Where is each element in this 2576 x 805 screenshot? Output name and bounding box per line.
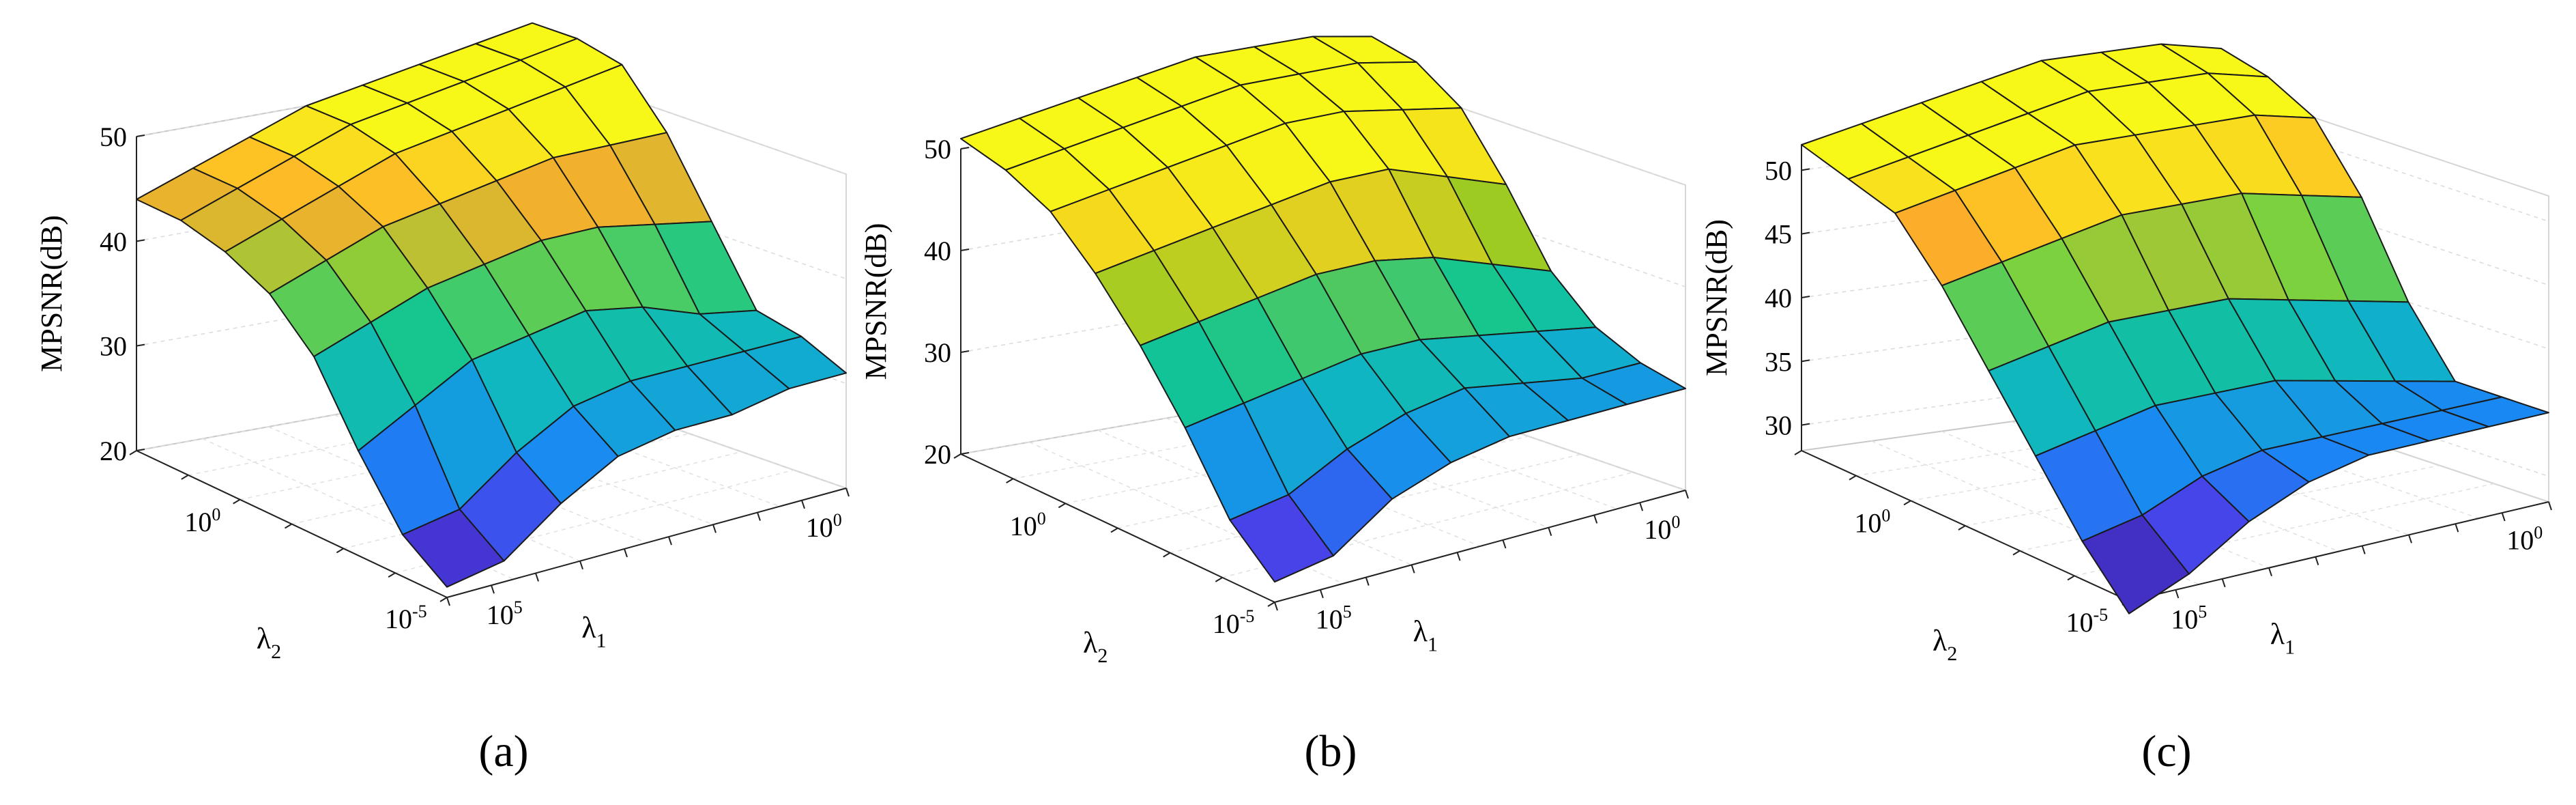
lambda1-tick-label: 105 [1316, 602, 1352, 634]
surface-patch [2081, 514, 2190, 615]
lambda1-axis: 105 100 λ1 [2128, 501, 2552, 659]
z-tick-label: 50 [100, 122, 127, 152]
z-tick-label: 30 [1765, 410, 1792, 441]
surface [1801, 43, 2549, 615]
surface-patch [1229, 494, 1334, 583]
lambda2-axis-title: λ2 [1933, 624, 1957, 665]
z-tick-label: 40 [100, 226, 127, 257]
lambda1-axis: 105 100 λ1 [446, 488, 850, 652]
z-tick-label: 20 [924, 439, 951, 470]
surface-panel-a: 20 30 40 50 MPSNR(dB) 100 10-5 λ2 105 100 λ1 [35, 22, 850, 663]
lambda2-tick-label: 100 [1854, 506, 1890, 539]
z-tick-label: 50 [924, 134, 951, 165]
z-tick-label: 20 [100, 436, 127, 466]
lambda1-tick-label: 100 [2506, 523, 2543, 556]
z-axis-title: MPSNR(dB) [35, 215, 68, 372]
lambda2-tick-label: 100 [1010, 509, 1046, 541]
lambda2-axis: 100 10-5 λ2 [953, 453, 1275, 667]
lambda2-tick-label: 10-5 [2066, 605, 2109, 638]
z-tick-label: 40 [924, 236, 951, 266]
z-tick-label: 35 [1765, 346, 1792, 377]
z-tick-label: 30 [100, 331, 127, 362]
lambda2-axis-title: λ2 [1083, 626, 1108, 667]
z-tick-label: 40 [1765, 283, 1792, 313]
lambda1-axis: 105 100 λ1 [1274, 490, 1689, 656]
lambda2-tick-label: 10-5 [385, 602, 427, 634]
z-axis: 20 30 40 50 MPSNR(dB) [35, 122, 145, 466]
lambda1-axis-title: λ1 [1413, 615, 1438, 656]
lambda2-tick-label: 100 [184, 505, 220, 537]
z-tick-label: 50 [1765, 155, 1792, 186]
z-tick-label: 30 [924, 337, 951, 368]
lambda2-axis-title: λ2 [257, 622, 281, 663]
surface-patch [402, 508, 505, 588]
lambda1-tick-label: 100 [1644, 512, 1680, 545]
panel-label-a: (a) [478, 726, 528, 776]
surface [136, 22, 847, 588]
z-axis-title: MPSNR(dB) [1700, 219, 1733, 376]
z-tick-label: 45 [1765, 219, 1792, 250]
z-axis: 20 30 40 50 MPSNR(dB) [859, 134, 970, 470]
lambda1-tick-label: 105 [487, 597, 523, 630]
lambda1-tick-label: 105 [2171, 602, 2207, 635]
panel-label-c: (c) [2141, 726, 2191, 776]
z-axis-title: MPSNR(dB) [859, 223, 893, 380]
lambda1-tick-label: 100 [806, 510, 842, 543]
lambda2-axis: 100 10-5 λ2 [129, 450, 448, 663]
surface-panel-b: 20 30 40 50 MPSNR(dB) 100 10-5 λ2 105 100 λ1 [859, 36, 1689, 667]
lambda2-axis: 100 10-5 λ2 [1794, 450, 2130, 665]
lambda2-tick-label: 10-5 [1213, 606, 1255, 639]
panel-label-b: (b) [1305, 726, 1357, 776]
lambda1-axis-title: λ1 [581, 611, 606, 652]
z-axis: 30 35 40 45 50 MPSNR(dB) [1700, 145, 1810, 451]
surface-panel-c: 30 35 40 45 50 MPSNR(dB) 100 10-5 λ2 105 100 λ1 [1700, 43, 2552, 665]
lambda1-axis-title: λ1 [2270, 618, 2295, 659]
surface [960, 36, 1686, 583]
